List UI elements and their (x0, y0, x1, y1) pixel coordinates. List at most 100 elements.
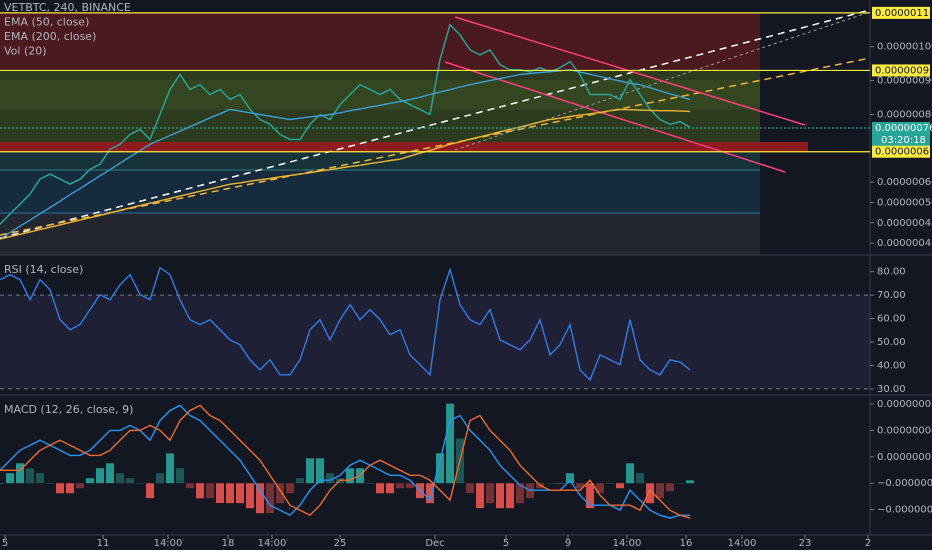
histogram-bar (576, 483, 584, 489)
level-box (872, 6, 930, 19)
histogram-bar (396, 483, 404, 489)
y-tick-label: 30.00 (877, 384, 906, 395)
histogram-bar (516, 483, 524, 504)
histogram-bar (276, 483, 284, 504)
y-tick-label: 0.00000060 (877, 177, 932, 188)
histogram-bar (266, 483, 274, 514)
histogram-bar (176, 468, 184, 484)
level-label: 0.00000076 (875, 123, 932, 134)
histogram-bar (256, 483, 264, 514)
histogram-bar (296, 478, 304, 484)
histogram-bar (666, 483, 674, 492)
histogram-bar (106, 463, 114, 484)
histogram-bar (466, 483, 474, 494)
zone (0, 13, 760, 70)
histogram-bar (496, 483, 504, 509)
histogram-bar (636, 473, 644, 484)
level-label: 0.00000069 (875, 147, 932, 158)
histogram-bar (386, 483, 394, 494)
histogram-bar (566, 473, 574, 484)
histogram-bar (216, 483, 224, 504)
pane-title: MACD (12, 26, close, 9) (4, 403, 133, 416)
series-line (0, 404, 691, 519)
histogram-bar (346, 468, 354, 484)
histogram-bar (686, 480, 694, 484)
histogram-bar (196, 483, 204, 499)
y-tick-label: 0.00000100 (877, 42, 932, 53)
histogram-bar (486, 483, 494, 504)
histogram-bar (596, 483, 604, 494)
zone (0, 152, 760, 170)
histogram-bar (606, 483, 614, 484)
x-tick-label: 14:00 (258, 538, 287, 549)
histogram-bar (66, 483, 74, 494)
legend-entry: EMA (50, close) (4, 16, 89, 29)
histogram-bar (656, 483, 664, 499)
histogram-bar (646, 483, 654, 504)
y-tick-label: 50.00 (877, 337, 906, 348)
y-tick-label: 60.00 (877, 314, 906, 325)
x-tick-label: 5 (2, 538, 8, 549)
histogram-bar (326, 473, 334, 484)
zone (0, 213, 760, 255)
histogram-bar (96, 468, 104, 484)
histogram-bar (206, 483, 214, 499)
histogram-bar (116, 473, 124, 484)
y-tick-label: 0.00000048 (877, 218, 932, 229)
histogram-bar (0, 483, 4, 484)
level-label: 0.00000110 (875, 8, 932, 19)
histogram-bar (146, 483, 154, 499)
legend-entry: Vol (20) (4, 45, 47, 58)
channel-line (444, 61, 786, 173)
histogram-bar (16, 463, 24, 484)
y-tick-label: 70.00 (877, 290, 906, 301)
y-tick-label: −0.00000002 (877, 505, 932, 516)
x-tick-label: 14:00 (728, 538, 757, 549)
legend-entry: VETBTC, 240, BINANCE (4, 1, 131, 14)
y-tick-label: 80.00 (877, 267, 906, 278)
histogram-bar (546, 483, 554, 484)
y-tick-label: 0.00000042 (877, 238, 932, 249)
series-line (0, 23, 691, 225)
y-tick-label: 0.00000090 (877, 76, 932, 87)
x-tick-label: 11 (97, 538, 110, 549)
zones (0, 13, 808, 255)
x-tick-label: 25 (334, 538, 347, 549)
x-tick-label: 23 (799, 538, 812, 549)
x-tick-label: 18 (222, 538, 235, 549)
histogram-bar (366, 483, 374, 484)
histogram-bar (6, 473, 14, 484)
level-box (872, 122, 930, 135)
legend-entry: EMA (200, close) (4, 30, 96, 43)
histogram-bar (476, 483, 484, 509)
histogram-bar (436, 453, 444, 484)
histogram-bar (376, 483, 384, 494)
histogram-bar (226, 483, 234, 504)
histogram-bar (246, 483, 254, 509)
histogram-bar (236, 483, 244, 504)
trendline (0, 9, 871, 239)
level-label: 0.00000093 (875, 65, 932, 76)
histogram-bar (426, 483, 434, 504)
x-tick-label: 5 (503, 538, 509, 549)
zone (0, 170, 760, 213)
histogram-bar (36, 473, 44, 484)
series-line (0, 108, 691, 240)
histogram-bar (26, 468, 34, 484)
histogram-bar (616, 483, 624, 489)
countdown: 03:20:18 (881, 135, 926, 146)
histogram-bar (136, 483, 144, 484)
x-tick-label: 2 (865, 538, 871, 549)
histogram-bar (406, 483, 414, 489)
histogram-bar (156, 473, 164, 484)
histogram-bar (126, 478, 134, 484)
histogram-bar (56, 483, 64, 494)
x-tick-label: 14:00 (613, 538, 642, 549)
series-line (0, 404, 690, 519)
histogram-bar (46, 483, 54, 484)
legend-entry: RSI (14, close) (4, 263, 83, 276)
histogram-bar (76, 483, 84, 489)
histogram-bar (586, 483, 594, 509)
histogram-bar (626, 463, 634, 484)
